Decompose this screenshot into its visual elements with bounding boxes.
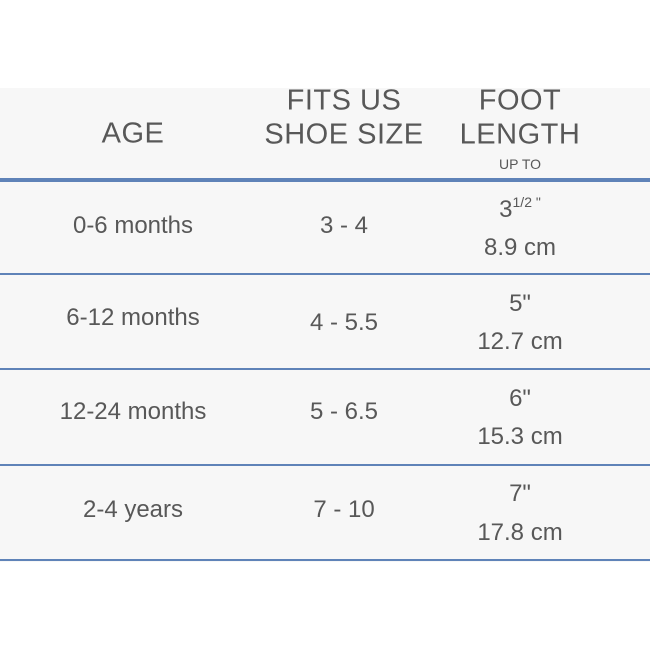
header-shoe-size: FITS US [286,84,402,117]
shoe-size-cell: 3 - 4 [319,212,369,239]
foot-inches-cell: 5" [509,290,531,318]
foot-inches-fraction: 1/2 " [512,194,541,210]
foot-inches: 5" [509,290,531,317]
header-shoe-size: SHOE SIZE [264,118,424,151]
foot-inches: 6" [509,385,531,412]
header-note: UP TO [498,156,542,172]
foot-cm-cell: 17.8 cm [477,519,563,546]
foot-cm-cell: 12.7 cm [477,328,563,355]
age-cell: 2-4 years [82,496,184,523]
header-age: AGE [101,117,165,150]
foot-inches-cell: 31/2 " [499,194,541,224]
foot-cm-cell: 15.3 cm [477,423,563,450]
row-divider [0,273,650,275]
foot-inches: 7" [509,480,531,507]
row-divider [0,464,650,466]
shoe-size-cell: 7 - 10 [313,496,375,523]
row-divider [0,559,650,561]
age-cell: 12-24 months [59,398,207,425]
header-foot-length: FOOT [478,84,562,117]
row-divider [0,178,650,182]
foot-inches-cell: 6" [509,385,531,413]
foot-cm-cell: 8.9 cm [483,234,557,261]
foot-inches-cell: 7" [509,480,531,508]
row-divider [0,368,650,370]
age-cell: 6-12 months [66,304,200,331]
shoe-size-cell: 5 - 6.5 [309,398,379,425]
age-cell: 0-6 months [72,212,194,239]
foot-inches: 3 [499,196,513,223]
shoe-size-cell: 4 - 5.5 [309,309,379,336]
size-table [0,88,650,562]
header-foot-length: LENGTH [459,118,581,151]
